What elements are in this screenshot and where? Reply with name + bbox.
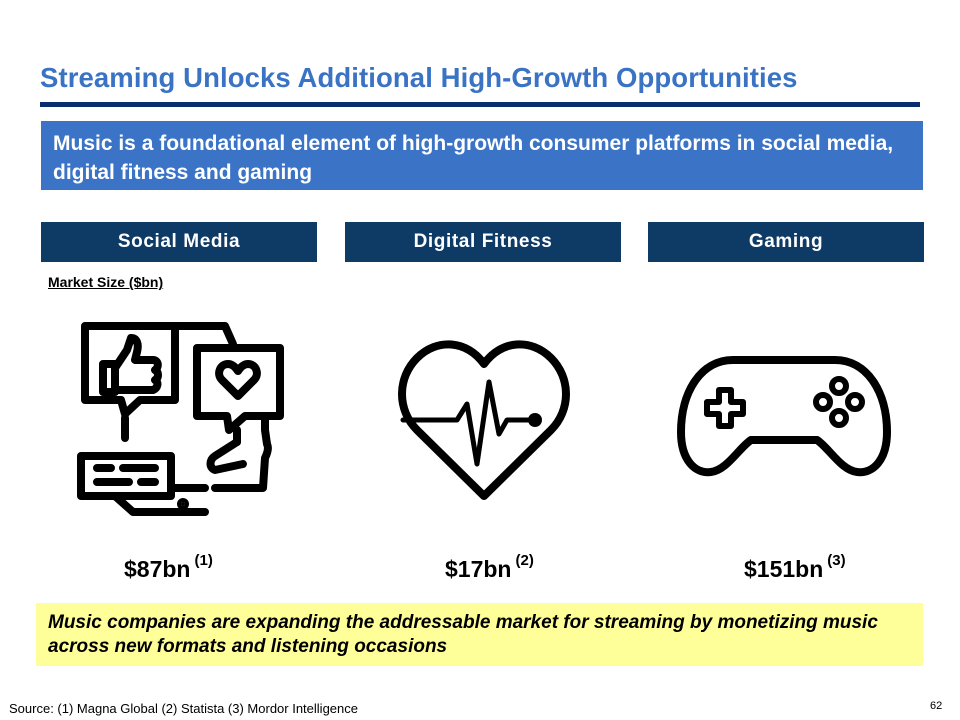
- social-media-icon: [75, 318, 285, 518]
- category-header-digital-fitness: Digital Fitness: [345, 222, 621, 262]
- category-header-gaming: Gaming: [648, 222, 924, 262]
- summary-banner: Music is a foundational element of high-…: [41, 121, 923, 190]
- page-title: Streaming Unlocks Additional High-Growth…: [40, 62, 798, 93]
- source-note: (3): [827, 552, 846, 569]
- page-number: 62: [930, 700, 943, 712]
- game-controller-icon: [675, 352, 893, 480]
- market-value-gaming: $151bn (3): [744, 552, 846, 583]
- market-value-digital-fitness: $17bn (2): [445, 552, 534, 583]
- source-note: (2): [515, 552, 534, 569]
- category-header-social-media: Social Media: [41, 222, 317, 262]
- takeaway-callout: Music companies are expanding the addres…: [36, 603, 923, 666]
- market-value-social-media: $87bn (1): [124, 552, 213, 583]
- source-note: (1): [194, 552, 213, 569]
- category-label: Social Media: [117, 231, 241, 252]
- category-label: Digital Fitness: [413, 231, 553, 252]
- value-text: $151bn: [744, 556, 824, 582]
- category-label: Gaming: [748, 231, 824, 252]
- value-text: $87bn: [124, 556, 191, 582]
- heart-rate-icon: [395, 338, 573, 503]
- value-text: $17bn: [445, 556, 512, 582]
- source-footnote: Source: (1) Magna Global (2) Statista (3…: [9, 701, 358, 716]
- title-divider: [40, 102, 920, 107]
- market-size-label: Market Size ($bn): [48, 274, 164, 290]
